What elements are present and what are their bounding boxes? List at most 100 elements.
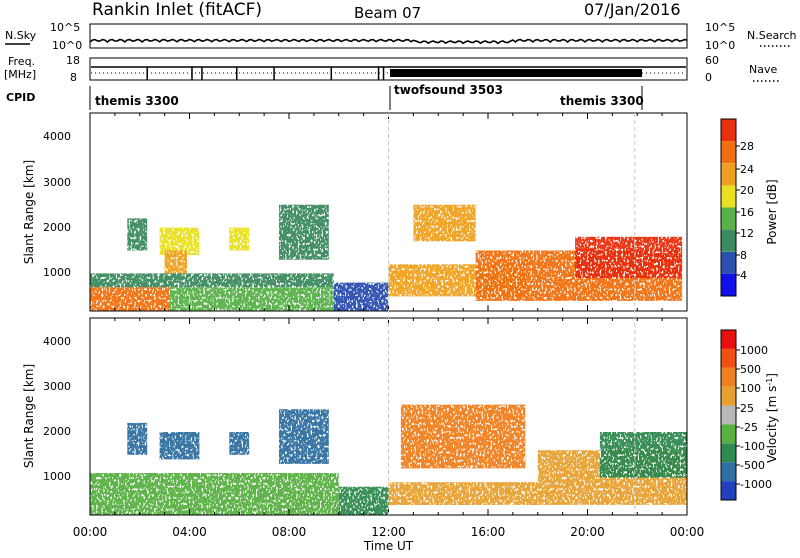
power-cbar-swatch-2 bbox=[721, 229, 736, 252]
power-region-3 bbox=[127, 218, 148, 251]
x-axis-label: Time UT bbox=[363, 539, 414, 553]
n-sky-label: N.Sky bbox=[5, 29, 37, 42]
freq-panel: Freq. [MHz] 18 8 60 0 Nave bbox=[4, 54, 780, 84]
power-cbar-swatch-3 bbox=[721, 207, 736, 230]
velocity-region-5 bbox=[338, 486, 389, 515]
x-axis-ticks bbox=[89, 113, 688, 515]
station-title: Rankin Inlet (fitACF) bbox=[92, 0, 262, 20]
nave-tick-bottom: 0 bbox=[705, 71, 712, 84]
velocity-cbar-swatch-8 bbox=[721, 330, 736, 349]
velocity-data-area bbox=[90, 404, 688, 515]
xtick-12-00: 12:00 bbox=[371, 525, 406, 539]
velocity-cbar-tick-1: 500 bbox=[740, 363, 761, 376]
velocity-cbar-tick-4: -25 bbox=[740, 421, 758, 434]
cpid-label: CPID bbox=[6, 91, 35, 104]
freq-label: Freq. bbox=[8, 55, 35, 68]
velocity-region-9 bbox=[599, 432, 687, 478]
vel-ytick-1000: 1000 bbox=[43, 470, 71, 483]
cpid-mode-1: themis 3300 bbox=[95, 94, 179, 108]
power-region-2 bbox=[169, 287, 334, 311]
power-cbar-tick-1: 8 bbox=[740, 249, 747, 262]
freq-panel-frame bbox=[89, 57, 688, 81]
velocity-cbar-tick-5: -100 bbox=[740, 440, 765, 453]
velocity-region-0 bbox=[90, 473, 339, 515]
power-ytick-2000: 2000 bbox=[43, 221, 71, 234]
velocity-cbar-tick-7: -1000 bbox=[740, 478, 772, 491]
freq-dropouts bbox=[146, 67, 385, 80]
velocity-cbar-swatch-0 bbox=[721, 481, 736, 500]
power-colorbar: 4 8 12 16 20 24 28 bbox=[720, 118, 754, 297]
power-region-12 bbox=[575, 236, 683, 279]
n-search-label: N.Search bbox=[747, 29, 797, 42]
power-region-0 bbox=[90, 287, 170, 311]
freq-unit-label: [MHz] bbox=[4, 68, 36, 81]
velocity-cbar-swatch-3 bbox=[721, 424, 736, 444]
velocity-cbar-tick-0: 1000 bbox=[740, 344, 768, 357]
power-cbar-tick-6: 28 bbox=[740, 140, 754, 153]
velocity-cbar-tick-3: 25 bbox=[740, 402, 754, 415]
power-region-1 bbox=[90, 273, 334, 288]
freq-tick-bottom: 8 bbox=[70, 71, 77, 84]
power-cbar-swatch-4 bbox=[721, 185, 736, 208]
xtick-16-00: 16:00 bbox=[471, 525, 506, 539]
power-colorbar-label: Power [dB] bbox=[765, 179, 779, 244]
vel-ytick-4000: 4000 bbox=[43, 335, 71, 348]
xtick-04-00: 04:00 bbox=[172, 525, 207, 539]
velocity-cbar-swatch-7 bbox=[721, 348, 736, 368]
velocity-cbar-frame bbox=[720, 329, 737, 501]
power-cbar-tick-4: 20 bbox=[740, 184, 754, 197]
power-region-6 bbox=[229, 227, 250, 251]
velocity-colorbar: 1000 500 100 25 -25 -100 -500 -1000 bbox=[720, 329, 772, 501]
cpid-panel: CPID themis 3300 twofsound 3503 themis 3… bbox=[6, 83, 644, 110]
velocity-cbar-swatch-1 bbox=[721, 462, 736, 482]
noise-panel-frame bbox=[89, 23, 688, 49]
vel-ytick-2000: 2000 bbox=[43, 425, 71, 438]
nave-label: Nave bbox=[749, 63, 777, 76]
velocity-region-7 bbox=[400, 404, 526, 469]
velocity-cbar-swatch-4 bbox=[721, 405, 736, 425]
power-region-10 bbox=[413, 204, 476, 242]
xtick-00-00: 00:00 bbox=[73, 525, 108, 539]
sky-noise-trace bbox=[89, 38, 688, 45]
power-cbar-frame bbox=[720, 118, 737, 297]
beam-title: Beam 07 bbox=[354, 4, 421, 22]
velocity-cbar-tick-6: -500 bbox=[740, 459, 765, 472]
power-cbar-swatch-7 bbox=[721, 119, 736, 142]
power-ytick-3000: 3000 bbox=[43, 176, 71, 189]
power-cbar-swatch-0 bbox=[721, 273, 736, 296]
cpid-mode-3: themis 3300 bbox=[560, 94, 644, 108]
power-region-5 bbox=[164, 250, 187, 274]
cpid-mode-2: twofsound 3503 bbox=[394, 83, 503, 97]
vel-ytick-3000: 3000 bbox=[43, 380, 71, 393]
power-panel: Slant Range [km] 4000 3000 2000 1000 4 8 1… bbox=[22, 112, 779, 312]
sky-left-tick-top: 10^5 bbox=[50, 21, 80, 34]
power-y-label: Slant Range [km] bbox=[22, 160, 36, 264]
power-cbar-tick-3: 16 bbox=[740, 206, 754, 219]
velocity-region-3 bbox=[229, 432, 250, 455]
velocity-cbar-swatch-2 bbox=[721, 443, 736, 463]
velocity-y-label: Slant Range [km] bbox=[22, 364, 36, 468]
velocity-region-6 bbox=[388, 482, 538, 505]
sky-right-tick-top: 10^5 bbox=[705, 21, 735, 34]
velocity-cbar-swatch-6 bbox=[721, 367, 736, 387]
power-region-8 bbox=[333, 282, 389, 311]
power-cbar-swatch-5 bbox=[721, 163, 736, 186]
velocity-cbar-swatch-5 bbox=[721, 386, 736, 406]
freq-tick-top: 18 bbox=[66, 54, 80, 67]
date-title: 07/Jan/2016 bbox=[584, 0, 681, 19]
xtick-24-00: 00:00 bbox=[670, 525, 705, 539]
power-data-area bbox=[90, 204, 683, 311]
velocity-colorbar-label: Velocity [m s-1] bbox=[765, 373, 779, 463]
power-ytick-1000: 1000 bbox=[43, 266, 71, 279]
power-cbar-tick-5: 24 bbox=[740, 163, 754, 176]
sky-right-tick-bottom: 10^0 bbox=[705, 39, 735, 52]
velocity-panel: Slant Range [km] 4000 3000 2000 1000 100… bbox=[22, 317, 779, 516]
velocity-cbar-tick-2: 100 bbox=[740, 382, 761, 395]
noise-panel: N.Sky 10^5 10^0 10^5 10^0 N.Search bbox=[5, 21, 797, 52]
power-cbar-tick-2: 12 bbox=[740, 227, 754, 240]
velocity-region-1 bbox=[127, 422, 148, 455]
power-cbar-swatch-6 bbox=[721, 141, 736, 164]
velocity-region-2 bbox=[159, 432, 200, 460]
xtick-20-00: 20:00 bbox=[570, 525, 605, 539]
